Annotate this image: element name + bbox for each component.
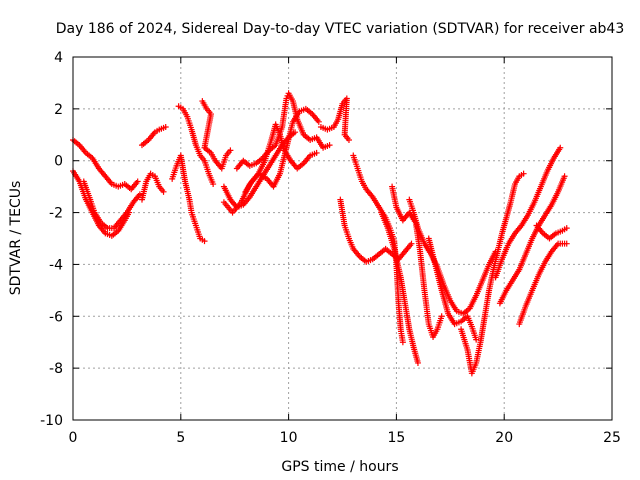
x-axis-label: GPS time / hours xyxy=(281,459,398,475)
x-tick-label: 15 xyxy=(387,430,405,446)
data-points xyxy=(70,90,570,377)
y-tick-label: -8 xyxy=(49,361,63,377)
sat-c-point xyxy=(136,191,143,198)
sat-v-point xyxy=(561,173,568,180)
chart-title: Day 186 of 2024, Sidereal Day-to-day VTE… xyxy=(56,21,625,37)
y-tick-label: 2 xyxy=(54,102,63,118)
y-tick-label: 4 xyxy=(54,50,63,66)
x-tick-label: 20 xyxy=(495,430,513,446)
sat-e-point xyxy=(162,124,169,131)
y-tick-label: -6 xyxy=(49,309,63,325)
sat-f-point xyxy=(201,238,208,245)
sat-l-point xyxy=(313,149,320,156)
x-tick-label: 5 xyxy=(176,430,185,446)
sat-t-point xyxy=(520,170,527,177)
sat-j-point xyxy=(315,118,322,125)
y-tick-label: -4 xyxy=(49,257,63,273)
sat-d-point xyxy=(160,188,167,195)
sat-u-point xyxy=(557,144,564,151)
y-tick-label: 0 xyxy=(54,154,63,170)
x-tick-label: 0 xyxy=(69,430,78,446)
sat-q-point xyxy=(438,313,445,320)
x-tick-label: 10 xyxy=(280,430,298,446)
sat-p-point xyxy=(414,359,421,366)
sat-w-point xyxy=(563,240,570,247)
sat-m-point xyxy=(345,136,352,143)
y-axis-label: SDTVAR / TECUs xyxy=(8,181,24,296)
plot-frame xyxy=(72,56,613,421)
y-tick-label: -10 xyxy=(40,413,63,429)
sat-a-point xyxy=(134,178,141,185)
sat-g-point xyxy=(210,181,217,188)
sat-x-point xyxy=(563,225,570,232)
sat-k-point xyxy=(326,142,333,149)
sat-o-point xyxy=(399,339,406,346)
y-tick-label: -2 xyxy=(49,206,63,222)
sat-n-point xyxy=(408,240,415,247)
sat-h-point xyxy=(227,147,234,154)
x-tick-label: 25 xyxy=(603,430,621,446)
